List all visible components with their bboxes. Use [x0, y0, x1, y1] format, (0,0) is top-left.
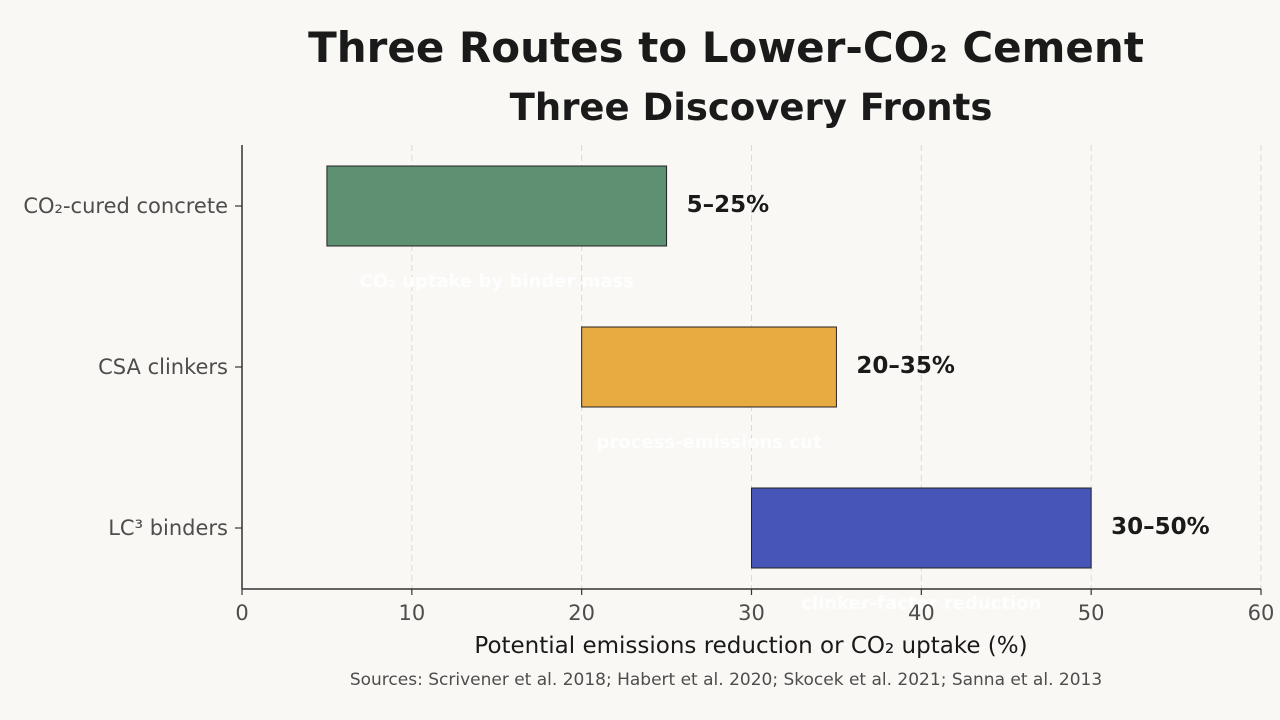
value-label: 20–35% [856, 353, 955, 379]
x-tick-label: 50 [1078, 601, 1105, 625]
x-tick-label: 10 [398, 601, 425, 625]
chart-title: Three Routes to Lower-CO₂ Cement [308, 23, 1144, 72]
category-label: CSA clinkers [98, 355, 228, 379]
category-label: LC³ binders [108, 516, 228, 540]
x-tick-label: 60 [1248, 601, 1275, 625]
range-note: clinker-factor reduction [801, 593, 1041, 614]
range-bar [581, 326, 837, 408]
value-label: 30–50% [1111, 514, 1210, 540]
source-note: Sources: Scrivener et al. 2018; Habert e… [350, 670, 1102, 690]
chart-subtitle: Three Discovery Fronts [510, 86, 993, 129]
range-note: CO₂ uptake by binder mass [360, 271, 634, 292]
range-note: process-emissions cut [597, 432, 822, 453]
x-tick-label: 40 [908, 601, 935, 625]
bars: 5–25% CO₂ uptake by binder mass 20–35% proc… [326, 165, 1210, 614]
range-bar [326, 165, 668, 247]
axes: CO₂-cured concrete CSA clinkers LC³ binder… [23, 145, 1274, 625]
x-tick-label: 20 [568, 601, 595, 625]
x-tick-label: 30 [738, 601, 765, 625]
range-bar [751, 487, 1092, 569]
category-label: CO₂-cured concrete [23, 194, 228, 218]
value-label: 5–25% [687, 192, 770, 218]
x-axis-title: Potential emissions reduction or CO₂ upt… [474, 633, 1027, 659]
x-tick-label: 0 [235, 601, 248, 625]
